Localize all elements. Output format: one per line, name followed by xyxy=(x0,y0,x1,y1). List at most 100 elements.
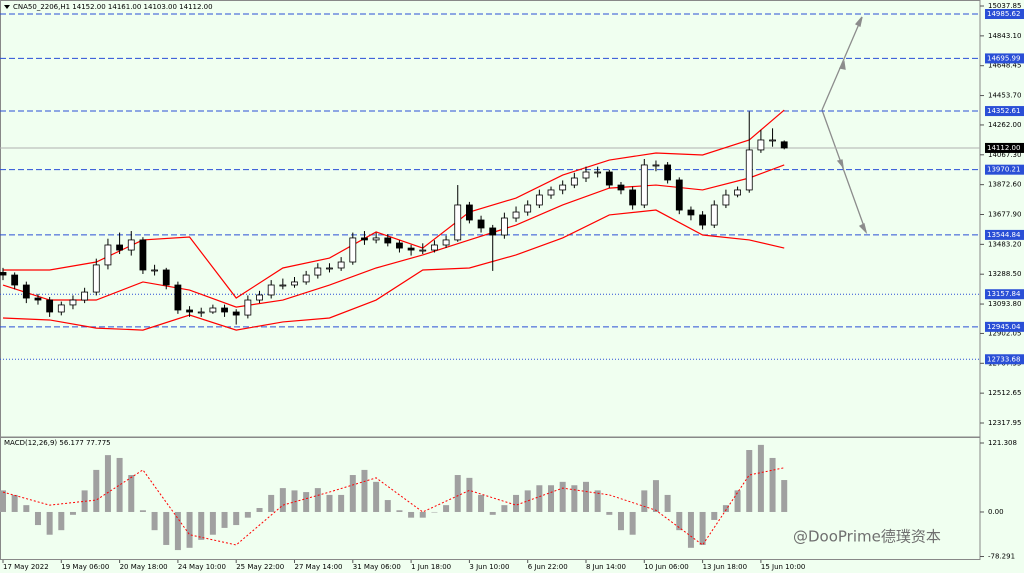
candle-body xyxy=(442,239,450,246)
level-label: 13970.21 xyxy=(987,166,1020,174)
candle-body xyxy=(664,164,672,181)
macd-bar xyxy=(722,505,729,512)
macd-bar xyxy=(23,505,30,512)
candle-body xyxy=(605,171,613,186)
macd-bar xyxy=(711,511,718,520)
x-tick-label: 3 Jun 10:00 xyxy=(469,563,509,571)
candle-body xyxy=(769,139,776,142)
macd-bar xyxy=(81,490,88,512)
x-tick-label: 13 Jun 18:00 xyxy=(703,563,747,571)
x-tick-label: 6 Jun 22:00 xyxy=(528,563,568,571)
candle-body xyxy=(524,204,532,213)
macd-bar xyxy=(699,511,706,545)
level-label-box xyxy=(985,53,1024,64)
candle-body xyxy=(372,237,380,241)
macd-bar xyxy=(641,490,648,512)
x-tick-label: 1 Jun 18:00 xyxy=(411,563,451,571)
level-label-box xyxy=(985,289,1024,300)
candle-body xyxy=(291,281,298,286)
level-label-box xyxy=(985,106,1024,117)
candle-body xyxy=(267,284,275,296)
candle-body xyxy=(675,179,683,211)
candle-body xyxy=(687,209,695,216)
candle-body xyxy=(337,261,345,269)
projection-arrows xyxy=(821,16,868,235)
macd-bar xyxy=(676,511,683,531)
macd-bar xyxy=(478,494,485,512)
y-tick-label: 13288.50 xyxy=(988,270,1021,278)
macd-bar xyxy=(93,469,100,512)
candle-body xyxy=(162,269,170,286)
candle-body xyxy=(279,284,287,287)
macd-bar xyxy=(466,477,473,512)
macd-bar xyxy=(652,480,659,512)
candle-body xyxy=(512,211,520,219)
macd-bar xyxy=(69,511,76,515)
y-tick-label: 14067.30 xyxy=(988,151,1021,159)
y-tick-label: 14648.45 xyxy=(988,62,1021,70)
level-label-box xyxy=(985,354,1024,365)
level-label-box xyxy=(985,321,1024,332)
candle-body xyxy=(734,189,741,196)
macd-bar xyxy=(174,511,181,551)
macd-bar xyxy=(34,511,41,526)
candle-body xyxy=(314,267,322,276)
macd-bar xyxy=(104,455,111,512)
macd-bar xyxy=(198,511,205,540)
macd-bar xyxy=(116,457,123,512)
candle-body xyxy=(431,244,438,251)
candle-body xyxy=(57,304,65,313)
x-tick-label: 24 May 10:00 xyxy=(178,563,226,571)
macd-bar xyxy=(139,510,146,512)
macd-bar xyxy=(513,494,520,512)
candle-body xyxy=(570,177,578,186)
macd-bar xyxy=(186,511,193,548)
candle-body xyxy=(535,194,543,206)
candle-body xyxy=(116,244,123,251)
candle-body xyxy=(407,247,415,251)
macd-bar xyxy=(664,494,671,512)
candle-body xyxy=(710,204,718,226)
level-label: 14695.99 xyxy=(987,54,1020,62)
macd-bar xyxy=(256,508,263,512)
level-label: 14985.62 xyxy=(987,10,1020,18)
macd-bar xyxy=(757,444,764,512)
candle-body xyxy=(745,149,753,191)
candle-body xyxy=(174,284,182,311)
macd-bar xyxy=(128,475,135,512)
last-price-label: 14112.00 xyxy=(987,144,1020,152)
candle-body xyxy=(640,164,648,206)
candle-body xyxy=(81,291,89,301)
candle-body xyxy=(209,307,217,313)
macd-bar xyxy=(769,457,776,512)
candle-body xyxy=(221,307,228,313)
macd-bar xyxy=(314,488,321,512)
macd-bar xyxy=(233,511,240,526)
macd-bar xyxy=(781,480,788,512)
bollinger-band xyxy=(2,164,785,308)
candle-body xyxy=(629,189,637,206)
bollinger-band xyxy=(3,109,785,299)
macd-bar xyxy=(268,494,275,512)
candle-body xyxy=(151,269,158,272)
x-tick-label: 19 May 06:00 xyxy=(61,563,109,571)
macd-bar xyxy=(0,490,6,512)
last-price-box xyxy=(985,142,1024,153)
y-tick-label: 13677.90 xyxy=(988,211,1021,219)
macd-bar xyxy=(326,494,333,512)
y-tick-label: -78.291 xyxy=(988,553,1015,561)
candle-body xyxy=(477,219,485,229)
macd-bar xyxy=(221,511,228,528)
y-tick-label: 13483.20 xyxy=(988,240,1021,248)
level-label: 14352.61 xyxy=(987,107,1020,115)
candle-body xyxy=(11,274,19,286)
y-tick-label: 121.308 xyxy=(988,439,1017,447)
candle-body xyxy=(197,311,205,314)
level-label: 12733.68 xyxy=(987,355,1020,363)
main-frame xyxy=(0,0,981,438)
macd-bar xyxy=(291,490,298,512)
candle-body xyxy=(699,214,706,226)
candle-body xyxy=(361,237,368,241)
macd-bar xyxy=(524,490,531,512)
